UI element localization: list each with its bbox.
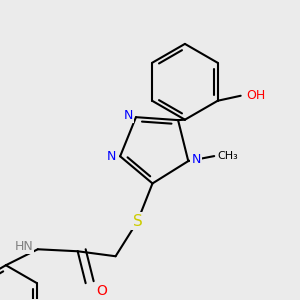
Text: HN: HN [14, 240, 33, 253]
Text: N: N [106, 150, 116, 163]
Text: O: O [96, 284, 107, 298]
Text: OH: OH [246, 89, 265, 102]
Text: N: N [123, 109, 133, 122]
Text: S: S [133, 214, 142, 229]
Text: N: N [192, 153, 201, 166]
Text: CH₃: CH₃ [218, 151, 238, 161]
